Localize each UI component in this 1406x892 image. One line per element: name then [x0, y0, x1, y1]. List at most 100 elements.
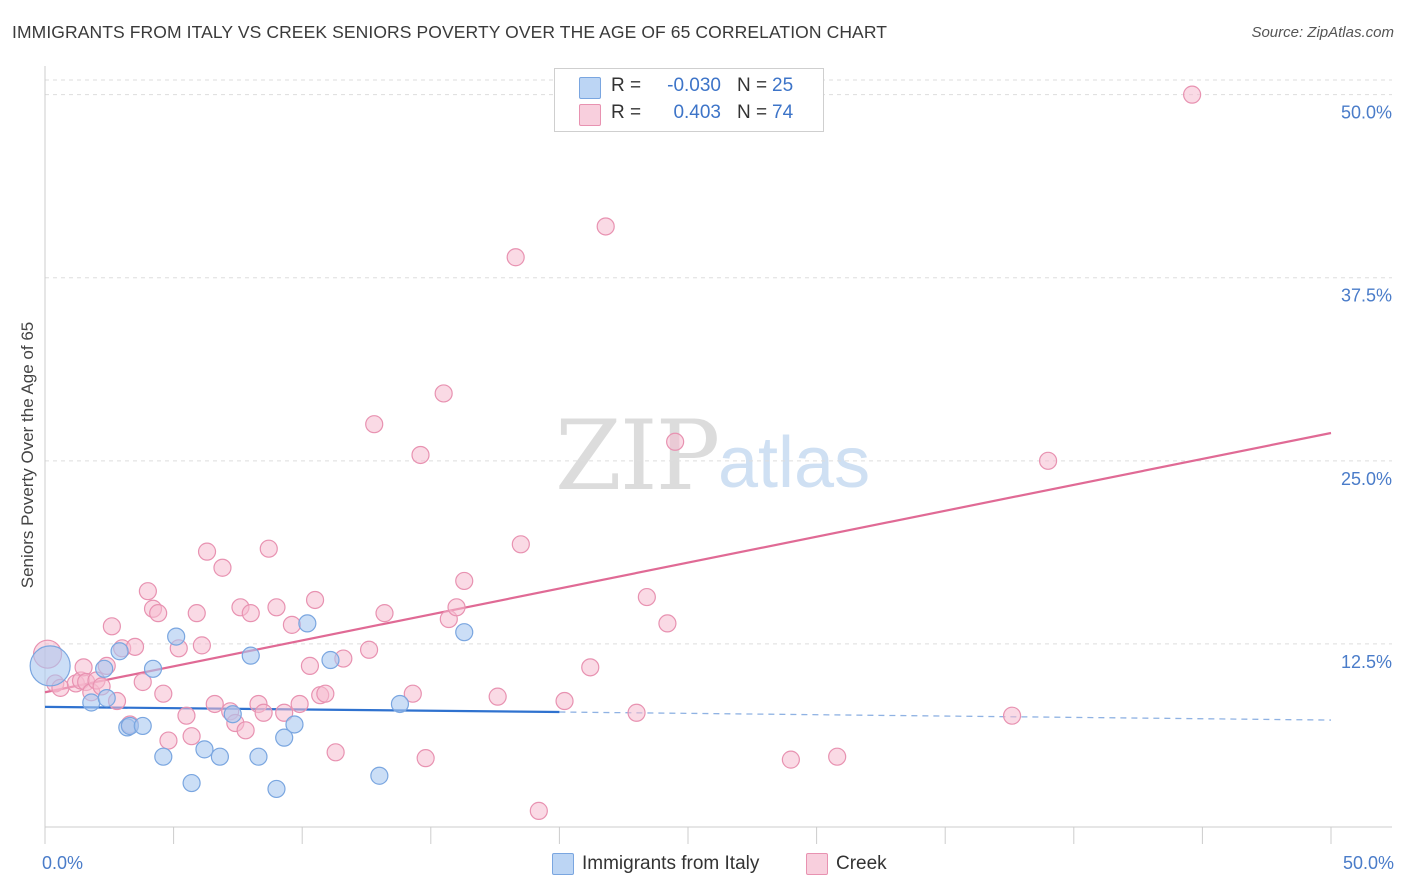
creek-point [275, 703, 294, 722]
creek-point [213, 558, 232, 577]
legend-swatch-creek [579, 104, 601, 126]
x-tick-label: 0.0% [42, 853, 83, 873]
creek-point [403, 684, 422, 703]
y-tick-label: 12.5% [1341, 652, 1392, 672]
creek-point [1002, 706, 1022, 725]
italy-point [223, 705, 242, 724]
creek-point [305, 590, 325, 610]
watermark-atlas: atlas [718, 423, 871, 503]
creek-point [205, 694, 224, 714]
creek-point [241, 604, 260, 623]
legend-n-label: N = [737, 75, 768, 96]
creek-point [267, 598, 286, 617]
y-tick-label: 25.0% [1341, 469, 1392, 489]
creek-point [300, 656, 320, 675]
creek-point [365, 415, 384, 434]
creek-point [290, 694, 309, 714]
creek-point [254, 703, 273, 722]
italy-point [133, 716, 152, 736]
creek-point [1183, 85, 1202, 104]
italy-point [267, 779, 286, 799]
bottom-legend-swatch-creek [806, 853, 828, 875]
creek-point [154, 684, 173, 703]
bottom-legend-swatch-italy [552, 853, 574, 875]
creek-point [316, 684, 335, 703]
italy-point [249, 747, 268, 766]
creek-point [125, 637, 145, 656]
legend-r-label: R = [611, 75, 642, 96]
creek-point [555, 691, 574, 711]
italy-point [195, 740, 214, 759]
creek-point [326, 743, 345, 762]
creek-point [236, 721, 255, 740]
creek-point [581, 658, 600, 677]
italy-point [143, 659, 163, 678]
italy-point [29, 645, 71, 687]
italy-point [110, 642, 129, 661]
creek-point [666, 432, 685, 451]
creek-point [149, 604, 168, 623]
bottom-legend-label-creek: Creek [836, 853, 887, 874]
creek-point [781, 750, 800, 769]
creek-point [375, 604, 394, 623]
italy-point [321, 650, 340, 670]
creek-trend-line [44, 431, 1332, 694]
creek-point [1038, 451, 1058, 470]
gridlines [45, 79, 1392, 645]
creek-point [282, 615, 302, 634]
italy-point [97, 689, 116, 708]
italy-point [370, 766, 389, 785]
creek-point [658, 614, 677, 633]
trend-lines [44, 431, 1332, 721]
italy-point [82, 693, 101, 712]
correlation-legend: R = -0.030 N = 25 R = 0.403 N = 74 [554, 68, 824, 132]
creek-point [447, 598, 466, 617]
italy-point [455, 623, 474, 642]
axes [44, 66, 1392, 844]
italy-point [298, 614, 317, 633]
italy-points [29, 614, 474, 799]
legend-swatch-italy [579, 77, 601, 99]
italy-point [275, 728, 294, 747]
creek-point [529, 801, 548, 820]
legend-n-label: N = [737, 102, 768, 123]
creek-point [416, 749, 435, 768]
source-label: Source: ZipAtlas.com [1251, 24, 1394, 41]
italy-point [95, 659, 114, 678]
creek-point [159, 731, 178, 750]
legend-r-label: R = [611, 102, 642, 123]
italy-point [241, 646, 260, 665]
creek-point [627, 703, 646, 722]
creek-point [182, 727, 201, 746]
legend-n-value: 25 [772, 75, 794, 96]
y-tick-label: 50.0% [1341, 103, 1392, 123]
watermark-zip: ZIP [555, 400, 720, 512]
creek-point [138, 582, 157, 601]
creek-point [411, 445, 430, 465]
italy-point [154, 747, 173, 766]
y-tick-label: 37.5% [1341, 286, 1392, 306]
italy-trend-line-extension [559, 711, 1332, 721]
italy-point [285, 715, 304, 734]
creek-point [102, 617, 121, 636]
legend-r-value: 0.403 [673, 102, 721, 123]
chart-title: IMMIGRANTS FROM ITALY VS CREEK SENIORS P… [12, 22, 888, 42]
italy-point [182, 773, 201, 793]
tick-labels: 12.5% 25.0% 37.5% 50.0% 0.0% 50.0% [42, 103, 1394, 873]
creek-point [359, 640, 379, 659]
creek-point [511, 535, 530, 554]
creek-point [828, 747, 847, 766]
italy-point [167, 627, 186, 646]
creek-point [506, 248, 525, 267]
italy-point [390, 694, 410, 714]
legend-r-value: -0.030 [667, 75, 721, 96]
creek-point [177, 706, 196, 725]
creek-point [187, 604, 206, 623]
bottom-legend-label-italy: Immigrants from Italy [582, 853, 760, 874]
creek-point [259, 539, 278, 558]
creek-points [32, 85, 1202, 820]
x-tick-label: 50.0% [1343, 853, 1394, 873]
creek-point [197, 542, 217, 561]
creek-point [455, 571, 474, 591]
creek-point [637, 587, 656, 607]
